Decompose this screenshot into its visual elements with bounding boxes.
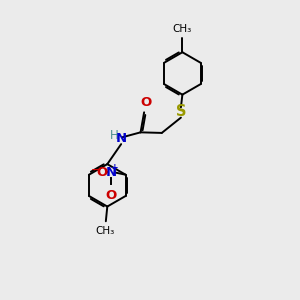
Text: +: + [111,163,119,172]
Text: H: H [110,129,118,142]
Text: S: S [176,104,186,119]
Text: CH₃: CH₃ [95,226,115,236]
Text: −: − [91,164,101,177]
Text: N: N [116,132,127,145]
Text: O: O [97,166,108,179]
Text: N: N [105,166,116,179]
Text: O: O [141,96,152,110]
Text: CH₃: CH₃ [173,24,192,34]
Text: O: O [105,189,117,202]
